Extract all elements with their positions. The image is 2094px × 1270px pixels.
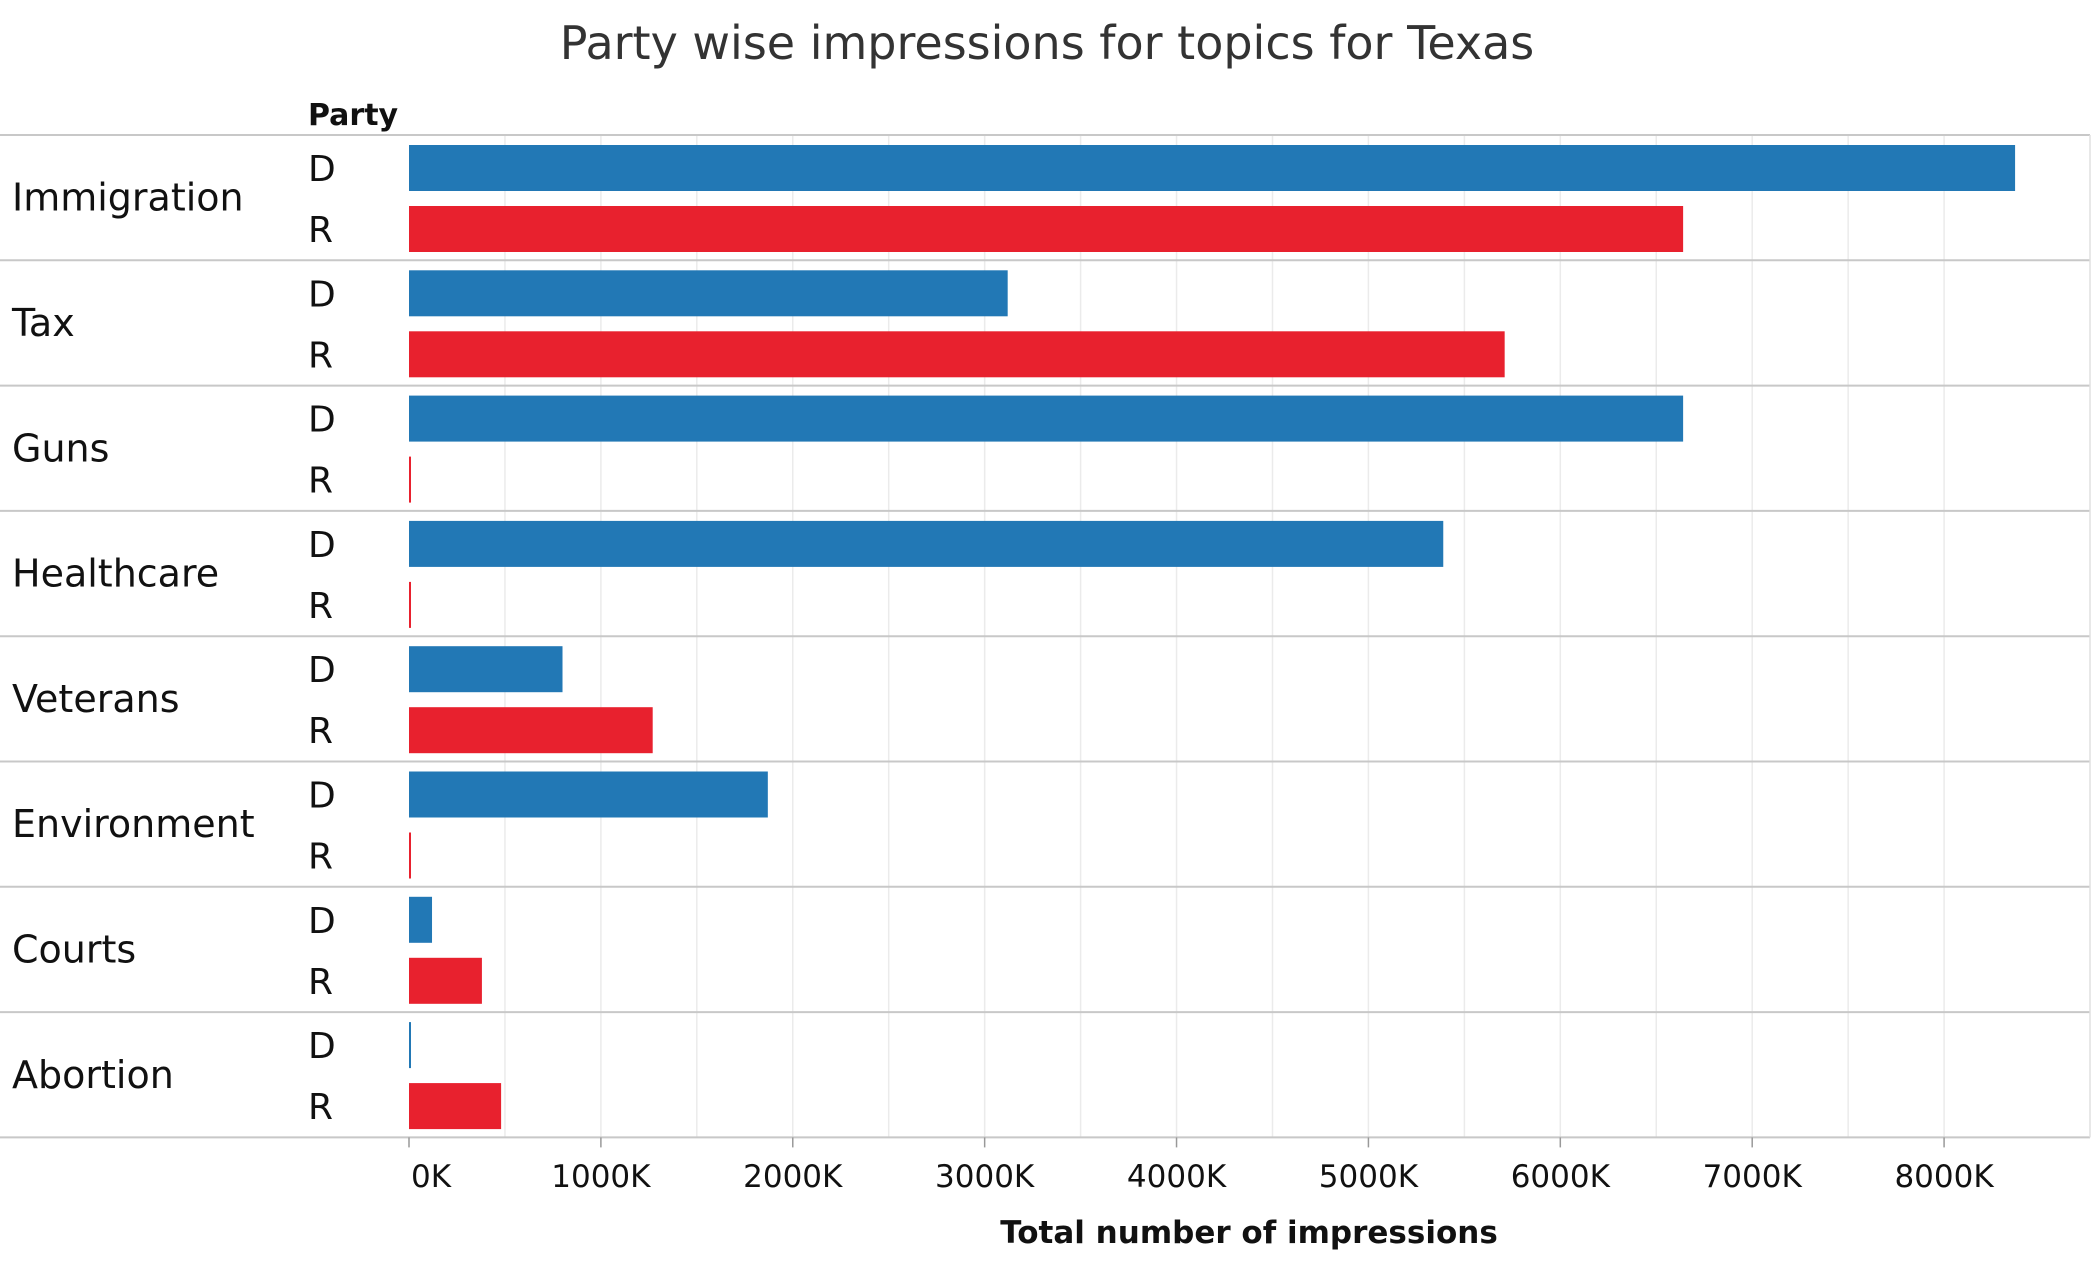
x-tick-label: 6000K — [1511, 1159, 1611, 1195]
category-label-abortion: Abortion — [12, 1053, 174, 1097]
party-label-d: D — [308, 274, 336, 315]
x-tick-label: 4000K — [1127, 1159, 1227, 1195]
party-label-r: R — [308, 461, 333, 502]
party-label-r: R — [308, 962, 333, 1003]
x-tick-label: 3000K — [935, 1159, 1035, 1195]
x-tick-label: 1000K — [551, 1159, 651, 1195]
category-label-healthcare: Healthcare — [12, 552, 219, 596]
party-label-d: D — [308, 525, 336, 566]
bar-courts-r — [409, 957, 482, 1004]
party-label-r: R — [308, 1087, 333, 1128]
bar-tax-d — [409, 270, 1008, 317]
party-label-d: D — [308, 149, 336, 190]
bar-environment-d — [409, 771, 768, 818]
party-label-r: R — [308, 210, 333, 251]
x-tick-label: 8000K — [1894, 1159, 1994, 1195]
party-label-r: R — [308, 837, 333, 878]
party-label-d: D — [308, 776, 336, 817]
category-label-immigration: Immigration — [12, 176, 244, 220]
bar-guns-r — [409, 456, 411, 503]
x-axis-title: Total number of impressions — [1000, 1215, 1498, 1251]
x-tick-label: 2000K — [743, 1159, 843, 1195]
bar-healthcare-r — [409, 581, 411, 628]
bar-veterans-d — [409, 646, 563, 693]
bar-guns-d — [409, 395, 1684, 442]
bar-immigration-d — [409, 145, 2016, 191]
party-label-d: D — [308, 650, 336, 691]
x-tick-label: 5000K — [1319, 1159, 1419, 1195]
bar-abortion-r — [409, 1083, 502, 1130]
bar-courts-d — [409, 896, 433, 943]
category-label-guns: Guns — [12, 426, 109, 470]
party-label-r: R — [308, 586, 333, 627]
party-label-d: D — [308, 1026, 336, 1067]
bar-abortion-d — [409, 1022, 411, 1069]
x-tick-label: 7000K — [1703, 1159, 1803, 1195]
category-label-environment: Environment — [12, 802, 255, 846]
party-label-d: D — [308, 901, 336, 942]
party-column-header: Party — [308, 98, 399, 133]
party-label-d: D — [308, 400, 336, 441]
bar-veterans-r — [409, 707, 653, 754]
party-label-r: R — [308, 335, 333, 376]
chart-title: Party wise impressions for topics for Te… — [559, 16, 1535, 70]
bar-environment-r — [409, 832, 411, 879]
x-tick-label: 0K — [411, 1159, 452, 1195]
category-label-tax: Tax — [11, 301, 75, 345]
bar-tax-r — [409, 331, 1505, 378]
category-label-veterans: Veterans — [12, 677, 180, 721]
category-label-courts: Courts — [12, 927, 136, 971]
bar-immigration-r — [409, 206, 1684, 252]
bar-healthcare-d — [409, 520, 1444, 567]
party-label-r: R — [308, 711, 333, 752]
